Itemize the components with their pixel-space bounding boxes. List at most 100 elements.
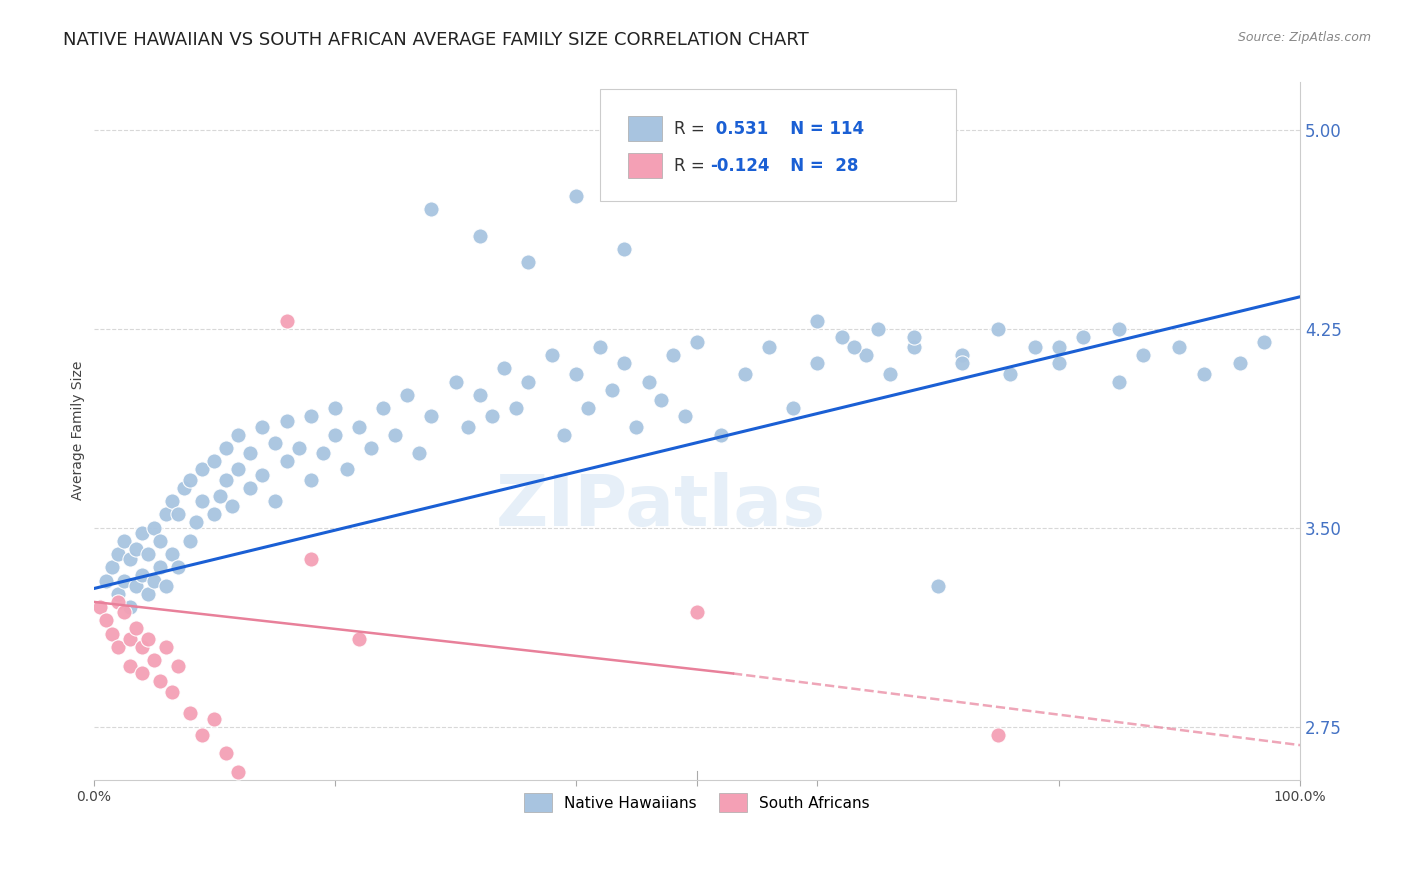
Point xyxy=(650,393,672,408)
Point xyxy=(136,632,159,646)
Point xyxy=(516,255,538,269)
Point xyxy=(215,441,238,455)
Point xyxy=(734,367,756,381)
Point xyxy=(323,427,346,442)
Point xyxy=(239,481,262,495)
Point xyxy=(160,547,183,561)
Point xyxy=(131,568,153,582)
Point xyxy=(420,409,443,424)
Point xyxy=(1047,340,1070,354)
Text: R =: R = xyxy=(673,120,710,137)
Point xyxy=(276,454,298,468)
Point xyxy=(492,361,515,376)
Point xyxy=(191,494,214,508)
Point xyxy=(125,621,148,635)
Point xyxy=(553,427,575,442)
Point xyxy=(276,313,298,327)
Point xyxy=(987,727,1010,741)
Point xyxy=(336,462,359,476)
FancyBboxPatch shape xyxy=(600,89,956,201)
Point xyxy=(782,401,804,416)
Point xyxy=(287,441,309,455)
Text: 0.531: 0.531 xyxy=(710,120,768,137)
Text: NATIVE HAWAIIAN VS SOUTH AFRICAN AVERAGE FAMILY SIZE CORRELATION CHART: NATIVE HAWAIIAN VS SOUTH AFRICAN AVERAGE… xyxy=(63,31,808,49)
Point xyxy=(263,494,285,508)
Point xyxy=(276,414,298,428)
Point xyxy=(100,560,122,574)
Text: ZIPatlas: ZIPatlas xyxy=(495,472,825,541)
Point xyxy=(149,533,172,548)
Point xyxy=(927,579,949,593)
Point xyxy=(312,446,335,460)
Point xyxy=(167,560,190,574)
Point xyxy=(950,356,973,370)
Point xyxy=(228,764,250,779)
Point xyxy=(855,348,877,362)
Point xyxy=(252,467,274,482)
Point xyxy=(950,348,973,362)
Point xyxy=(384,427,406,442)
Point xyxy=(94,574,117,588)
Point xyxy=(142,574,165,588)
Point xyxy=(613,242,636,256)
Point xyxy=(637,375,659,389)
Point xyxy=(299,409,322,424)
Point xyxy=(184,516,207,530)
Point xyxy=(179,473,201,487)
Point xyxy=(468,388,491,402)
Point xyxy=(215,473,238,487)
Point xyxy=(215,746,238,760)
Point xyxy=(136,547,159,561)
Point xyxy=(179,706,201,721)
Point xyxy=(420,202,443,217)
Point xyxy=(481,409,503,424)
Point xyxy=(131,640,153,654)
Point xyxy=(142,653,165,667)
Point xyxy=(202,454,225,468)
Point xyxy=(228,427,250,442)
Point xyxy=(149,560,172,574)
Point xyxy=(160,685,183,699)
Point xyxy=(1047,356,1070,370)
FancyBboxPatch shape xyxy=(628,116,662,141)
Point xyxy=(209,489,232,503)
Point xyxy=(131,666,153,681)
Point xyxy=(1000,367,1022,381)
Point xyxy=(1192,367,1215,381)
Point xyxy=(221,500,243,514)
Point xyxy=(879,367,901,381)
Point xyxy=(1108,321,1130,335)
Point xyxy=(806,356,828,370)
Point xyxy=(118,600,141,615)
Text: -0.124: -0.124 xyxy=(710,157,769,175)
Point xyxy=(1168,340,1191,354)
Point xyxy=(202,712,225,726)
Point xyxy=(263,435,285,450)
Point xyxy=(118,632,141,646)
Point xyxy=(112,606,135,620)
Point xyxy=(155,579,177,593)
Point xyxy=(299,473,322,487)
Point xyxy=(107,587,129,601)
Point xyxy=(661,348,683,362)
Point xyxy=(602,383,624,397)
Legend: Native Hawaiians, South Africans: Native Hawaiians, South Africans xyxy=(512,781,882,824)
Point xyxy=(903,340,925,354)
Point xyxy=(408,446,430,460)
Point xyxy=(239,446,262,460)
Point xyxy=(107,640,129,654)
Point xyxy=(118,658,141,673)
Point xyxy=(118,552,141,566)
Point xyxy=(89,600,111,615)
Point xyxy=(444,375,467,389)
Text: N = 114: N = 114 xyxy=(773,120,863,137)
Point xyxy=(94,614,117,628)
Point xyxy=(505,401,527,416)
Point xyxy=(136,587,159,601)
Point xyxy=(613,356,636,370)
Point xyxy=(173,481,195,495)
Point xyxy=(626,419,648,434)
Point xyxy=(1229,356,1251,370)
Point xyxy=(125,579,148,593)
Point xyxy=(107,595,129,609)
